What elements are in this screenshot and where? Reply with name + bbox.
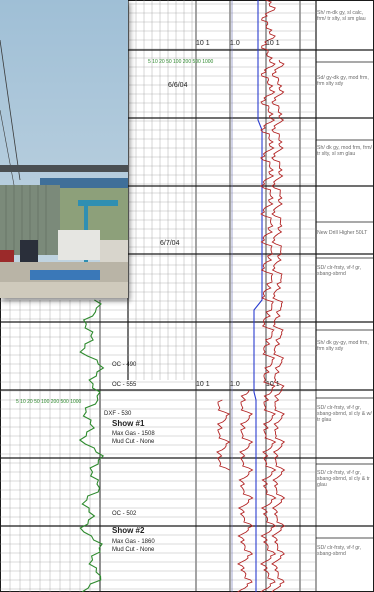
scale-label-mid-c: 10 1 bbox=[266, 381, 280, 388]
date-label-2: 6/7/04 bbox=[160, 240, 180, 247]
gas-curve bbox=[78, 299, 105, 592]
show-2-title: Show #2 bbox=[112, 526, 145, 535]
lithology-description: Sh/ dk gy, mod frm, frm/ tr slty, sl sm … bbox=[317, 145, 372, 158]
lithology-description: Sd/ gy-dk gy, mod frm, frm slty sdy bbox=[317, 75, 369, 88]
show-2-max-gas: Max Gas - 1860 bbox=[112, 539, 155, 545]
rop-curve bbox=[253, 0, 263, 592]
lithology-curve bbox=[260, 0, 277, 592]
lithology-curve bbox=[271, 59, 286, 592]
oc-mark-1: OC - 490 bbox=[112, 362, 137, 368]
rig-site-photo bbox=[0, 0, 128, 298]
lithology-description: SD/ clr-frsty, vf-f gr, sbang-sbrnd, sl … bbox=[317, 470, 370, 489]
scale-label-mid-b: 1.0 bbox=[230, 381, 240, 388]
lithology-description: SD/ clr-frsty, vf-f gr, sbang-sbrnd, sl … bbox=[317, 405, 372, 424]
show-1-mud-cut: Mud Cut - None bbox=[112, 439, 155, 445]
show-1-title: Show #1 bbox=[112, 419, 145, 428]
lithology-curve bbox=[216, 399, 231, 471]
scale-label-top-b: 1.0 bbox=[230, 40, 240, 47]
show-2-mud-cut: Mud Cut - None bbox=[112, 547, 155, 553]
lithology-description: Sh/ dk gy-gy, mod frm, frm slty sdy bbox=[317, 340, 369, 353]
date-label-1: 6/6/04 bbox=[168, 82, 188, 89]
lithology-description: Sh/ m-dk gy, sl calc, frm/ tr slty, sl s… bbox=[317, 10, 366, 23]
show-1-max-gas: Max Gas - 1508 bbox=[112, 431, 155, 437]
scale-label-top-c: 10 1 bbox=[266, 40, 280, 47]
oc-mark-3: OC - 502 bbox=[112, 511, 137, 517]
gas-scale-bottom: 5 10 20 50 100 200 500 1000 bbox=[16, 399, 82, 405]
rig-site-photo-image bbox=[0, 0, 128, 298]
scale-label-top-a: 10 1 bbox=[196, 40, 210, 47]
scale-label-mid-a: 10 1 bbox=[196, 381, 210, 388]
lithology-description: SD/ clr-frsty, vf-f gr, sbang-sbrnd bbox=[317, 265, 361, 278]
lithology-curve bbox=[237, 389, 254, 592]
lithology-description: New Drill Higher 50LT bbox=[317, 230, 368, 236]
dxf-mark: DXF - 530 bbox=[104, 411, 132, 417]
lithology-description: SD/ clr-frsty, vf-f gr, sbang-sbrnd bbox=[317, 545, 361, 558]
oc-mark-2: OC - 555 bbox=[112, 382, 137, 388]
gas-scale-top: 5 10 20 50 100 200 500 1000 bbox=[148, 59, 214, 65]
